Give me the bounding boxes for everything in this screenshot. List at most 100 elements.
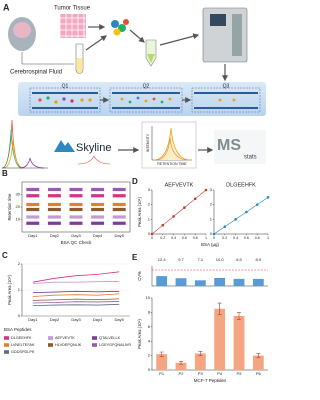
data-point: [193, 197, 197, 201]
retention-mark: [47, 187, 61, 192]
value-label: 12.4: [158, 257, 167, 262]
y-tick-label: 1: [210, 216, 213, 221]
x-tick-label: Day3: [71, 317, 81, 322]
sample-tube: [145, 39, 157, 67]
data-point: [204, 188, 208, 192]
y-axis-title: Retention time: [7, 193, 12, 221]
q3-stage: [191, 87, 261, 113]
retention-mark: [69, 202, 83, 207]
retention-mark: [69, 215, 83, 219]
protein-blob: [123, 19, 129, 25]
retention-mark: [26, 187, 40, 192]
value-label: 8.9: [256, 257, 262, 262]
retention-mark: [47, 207, 61, 212]
retention-mark: [26, 221, 40, 225]
x-tick-label: Day2: [50, 317, 60, 322]
ion: [160, 100, 164, 104]
bar: [252, 278, 264, 286]
x-tick-label: Day4: [93, 317, 103, 322]
x-tick-label: 1: [267, 236, 269, 240]
stage-label: Q1: [62, 83, 69, 89]
chart-title: AEFVEVTK: [165, 182, 194, 188]
x-tick-label: 0.8: [193, 236, 198, 240]
retention-mark: [112, 207, 126, 212]
y-tick-label: 1: [18, 287, 21, 292]
legend-swatch: [92, 336, 97, 340]
retention-mark: [69, 221, 83, 225]
x-tick-label: P1: [159, 371, 165, 376]
panel-label: D: [132, 177, 138, 186]
skyline-trace: [77, 155, 111, 165]
retention-mark: [69, 187, 83, 192]
protein-icon: [111, 19, 129, 36]
protein-blob: [113, 28, 121, 36]
page-body: {"diagram": {"label": "A", "tumor": "Tum…: [1, 2, 270, 384]
intensity-label: INTENSITY: [146, 133, 150, 152]
x-tick-label: 0.2: [222, 236, 227, 240]
x-axis-title: BSA QC Check: [61, 240, 93, 245]
stage-label: Q3: [223, 83, 230, 89]
error-bar: [217, 302, 222, 315]
retention-mark: [91, 207, 105, 212]
msstats-logo-bg: [214, 130, 266, 164]
y-tick-label: 1: [148, 216, 151, 221]
ion: [128, 100, 132, 104]
ion: [136, 96, 140, 100]
retention-mark: [112, 194, 126, 198]
y-axis-title: Peak Area (10⁶): [137, 319, 142, 349]
data-point: [150, 232, 154, 236]
x-tick-label: Day4: [93, 233, 103, 238]
retention-mark: [47, 215, 61, 219]
retention-mark: [112, 215, 126, 219]
legend-swatch: [48, 343, 53, 347]
bar: [233, 316, 245, 370]
y-tick-label: 2: [148, 353, 151, 358]
csf-liquid: [76, 58, 83, 74]
y-tick-label: 0: [210, 231, 213, 236]
panel-label: E: [132, 253, 138, 262]
skyline-logo: Skyline: [76, 142, 111, 154]
y-axis-title: Peak Area (10⁸): [7, 275, 12, 305]
x-tick-label: 0.8: [255, 236, 260, 240]
bar: [252, 355, 264, 370]
y-tick-label: 3: [210, 187, 213, 192]
x-axis-title: MCF-7 Peptides: [194, 378, 227, 383]
retention-mark: [112, 202, 126, 207]
retention-mark: [91, 194, 105, 198]
legend-swatch: [4, 350, 9, 354]
msstats-logo-stats: stats: [244, 155, 257, 161]
ion: [218, 98, 222, 102]
bar: [175, 278, 187, 286]
legend-label: HLVDEPQNLIK: [55, 343, 82, 347]
x-tick-label: Day5: [115, 317, 125, 322]
legend-label: AEFVEVTK: [55, 336, 75, 340]
data-point: [255, 203, 259, 206]
chromatogram-traces: [1, 119, 48, 169]
y-tick-label: 0: [148, 231, 151, 236]
panel-label: A: [3, 2, 10, 12]
x-tick-label: Day1: [28, 317, 38, 322]
data-point: [245, 210, 248, 214]
series-line: [32, 303, 120, 306]
ion: [232, 98, 236, 102]
stage-box: [191, 87, 261, 113]
csf-label: Cerebrospinal Fluid: [10, 70, 62, 76]
data-point: [172, 215, 175, 218]
x-tick-label: 0.6: [182, 236, 187, 240]
ion: [70, 99, 74, 103]
x-tick-label: 0.4: [233, 236, 238, 240]
x-tick-label: 0: [151, 236, 153, 240]
legend-label: GDDSPDLPK: [11, 350, 35, 354]
legend-label: DLGEEHFK: [11, 336, 32, 340]
x-tick-label: Day1: [28, 233, 38, 238]
bar: [194, 280, 206, 286]
ms-column: [232, 14, 242, 56]
retention-mark: [69, 207, 83, 212]
x-tick-label: 0.4: [171, 236, 176, 240]
retention-mark: [26, 207, 40, 212]
y-tick-label: 30: [16, 192, 21, 197]
retention-mark: [91, 202, 105, 207]
error-bar: [179, 361, 183, 365]
retention-mark: [47, 194, 61, 198]
